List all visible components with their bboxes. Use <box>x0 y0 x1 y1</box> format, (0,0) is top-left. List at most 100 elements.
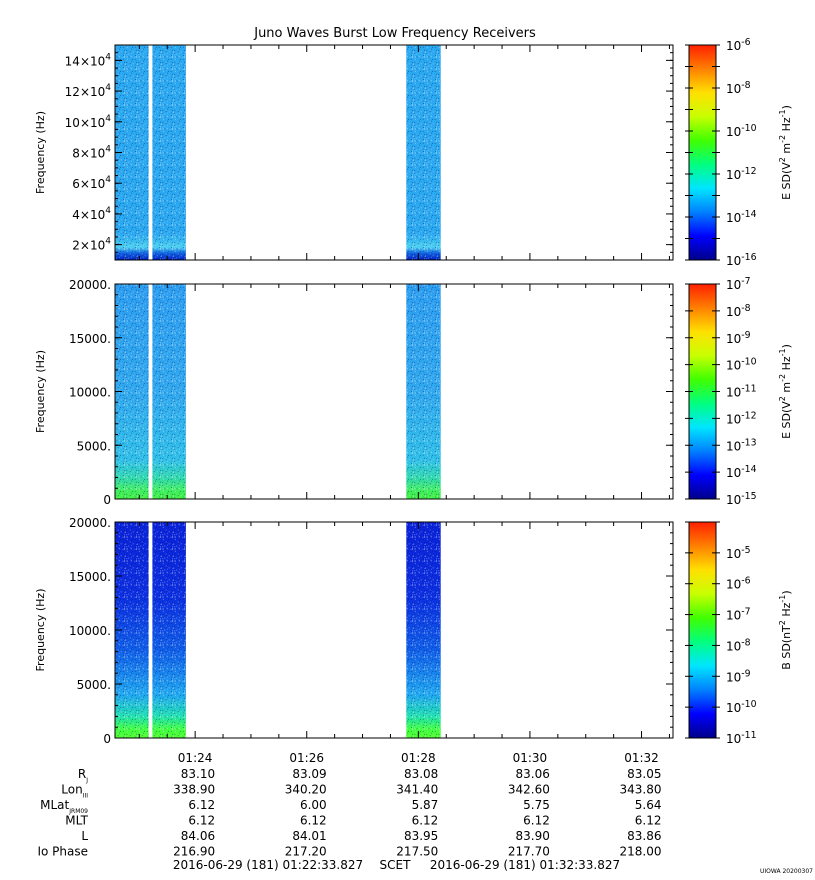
y-tick-label: 10×104 <box>65 114 112 130</box>
footer-start-time: 2016-06-29 (181) 01:22:33.827 <box>173 858 363 872</box>
colorbar-tick-label: 10-11 <box>726 730 757 746</box>
y-tick-label: 6×104 <box>72 175 111 191</box>
ephemeris-value: 83.09 <box>292 767 326 781</box>
y-tick-label: 4×104 <box>72 206 111 222</box>
colorbar-label: B SD(nT2 Hz-1) <box>778 590 793 669</box>
chart-title: Juno Waves Burst Low Frequency Receivers <box>253 26 536 41</box>
colorbar <box>688 283 717 500</box>
colorbar-tick-label: 10-9 <box>726 668 751 684</box>
y-axis-label: Frequency (Hz) <box>34 350 47 433</box>
colorbar-tick-label: 10-12 <box>726 166 757 182</box>
ephemeris-value: 5.87 <box>412 798 439 812</box>
ephemeris-value: 83.90 <box>516 829 550 843</box>
ephemeris-table: RJ 83.10 83.09 83.08 83.06 83.05 LonIII 338.90 3… <box>37 767 661 859</box>
spectrogram-texture <box>406 45 441 260</box>
colorbar-tick-label: 10-14 <box>726 464 757 480</box>
colorbar-tick-label: 10-7 <box>726 276 751 292</box>
ephemeris-value: 338.90 <box>173 783 215 797</box>
x-tick-label: 01:24 <box>178 751 213 765</box>
y-tick-label: 10000. <box>69 386 111 400</box>
ephemeris-value: 83.08 <box>404 767 438 781</box>
colorbar <box>688 521 717 739</box>
colorbar-tick-label: 10-8 <box>726 637 751 653</box>
panel-top: 2×104 4×104 6×104 8×104 10×104 12×104 14×104 Fr… <box>34 37 793 268</box>
x-tick-label: 01:30 <box>513 751 548 765</box>
y-tick-label: 12×104 <box>65 83 112 99</box>
ephemeris-value: 83.86 <box>627 829 661 843</box>
x-tick-label: 01:28 <box>401 751 436 765</box>
colorbar-tick-label: 10-6 <box>726 37 751 53</box>
colorbar-tick-label: 10-10 <box>726 699 757 715</box>
y-tick-label: 14×104 <box>65 52 112 68</box>
colorbar-tick-label: 10-9 <box>726 330 751 346</box>
ephemeris-value: 341.40 <box>396 783 438 797</box>
colorbar-tick-label: 10-11 <box>726 384 757 400</box>
ephemeris-value: 6.12 <box>188 798 215 812</box>
y-axis-label: Frequency (Hz) <box>34 111 47 194</box>
plot-frame <box>114 283 674 500</box>
spectrogram-texture <box>406 522 441 738</box>
y-tick-label: 5000. <box>77 678 111 692</box>
ephemeris-value: 216.90 <box>173 845 215 859</box>
colorbar-tick-label: 10-5 <box>726 545 751 561</box>
ephemeris-value: 6.12 <box>188 814 215 828</box>
ephemeris-value: 217.50 <box>396 845 438 859</box>
ephemeris-row-label: Io Phase <box>37 845 88 859</box>
ephemeris-row-label: LonIII <box>61 783 88 800</box>
ephemeris-value: 342.60 <box>508 783 550 797</box>
ephemeris-value: 6.12 <box>523 814 550 828</box>
footer-stamp: UIOWA 20200307 <box>760 868 813 875</box>
y-tick-label: 15000. <box>69 570 111 584</box>
ephemeris-value: 218.00 <box>620 845 662 859</box>
x-tick-label: 01:26 <box>289 751 324 765</box>
ephemeris-value: 6.00 <box>300 798 327 812</box>
ephemeris-value: 83.05 <box>627 767 661 781</box>
ephemeris-value: 6.12 <box>412 814 439 828</box>
y-tick-label: 5000. <box>77 439 111 453</box>
ephemeris-value: 6.12 <box>635 814 662 828</box>
footer-end-time: 2016-06-29 (181) 01:32:33.827 <box>430 858 620 872</box>
ephemeris-value: 84.01 <box>292 829 326 843</box>
colorbar-tick-label: 10-16 <box>726 252 757 268</box>
y-axis-label: Frequency (Hz) <box>34 589 47 672</box>
footer-scet: SCET <box>380 858 412 872</box>
ephemeris-value: 217.70 <box>508 845 550 859</box>
y-tick-label: 20000. <box>69 516 111 530</box>
colorbar-label: E SD(V2 m-2 Hz-1) <box>778 105 793 200</box>
y-tick-label: 15000. <box>69 332 111 346</box>
colorbar-tick-label: 10-14 <box>726 209 757 225</box>
y-tick-label: 2×104 <box>72 237 111 253</box>
colorbar-tick-label: 10-12 <box>726 410 757 426</box>
ephemeris-row-label: MLatJRM09 <box>40 798 88 815</box>
colorbar-tick-label: 10-6 <box>726 576 751 592</box>
x-tick-label: 01:32 <box>624 751 659 765</box>
colorbar-tick-label: 10-10 <box>726 123 757 139</box>
ephemeris-value: 343.80 <box>620 783 662 797</box>
spectrogram-texture <box>152 45 186 260</box>
ephemeris-value: 5.64 <box>635 798 662 812</box>
ephemeris-value: 217.20 <box>285 845 327 859</box>
spectrogram-texture <box>406 284 441 499</box>
y-tick-label: 20000. <box>69 278 111 292</box>
x-axis-labels: 01:24 01:26 01:28 01:30 01:32 <box>178 751 659 765</box>
panel-bottom: 0 5000. 10000. 15000. 20000. Frequency (Hz) 10… <box>34 516 793 746</box>
ephemeris-value: 83.06 <box>516 767 550 781</box>
spectrogram-texture <box>152 284 186 499</box>
colorbar-tick-label: 10-8 <box>726 303 751 319</box>
panel-middle: 0 5000. 10000. 15000. 20000. Frequency (Hz) 10… <box>34 276 793 507</box>
ephemeris-row-label: MLT <box>65 814 88 828</box>
ephemeris-value: 5.75 <box>523 798 550 812</box>
colorbar-tick-label: 10-10 <box>726 357 757 373</box>
ephemeris-value: 84.06 <box>181 829 215 843</box>
plot-frame <box>114 44 674 261</box>
ephemeris-row-label: L <box>81 829 88 843</box>
y-tick-label: 0 <box>103 732 111 746</box>
y-tick-label: 8×104 <box>72 145 111 161</box>
ephemeris-value: 83.10 <box>181 767 215 781</box>
colorbar-tick-label: 10-13 <box>726 437 757 453</box>
ephemeris-value: 6.12 <box>300 814 327 828</box>
plot-frame <box>114 521 674 739</box>
y-tick-label: 10000. <box>69 624 111 638</box>
ephemeris-value: 83.95 <box>404 829 438 843</box>
